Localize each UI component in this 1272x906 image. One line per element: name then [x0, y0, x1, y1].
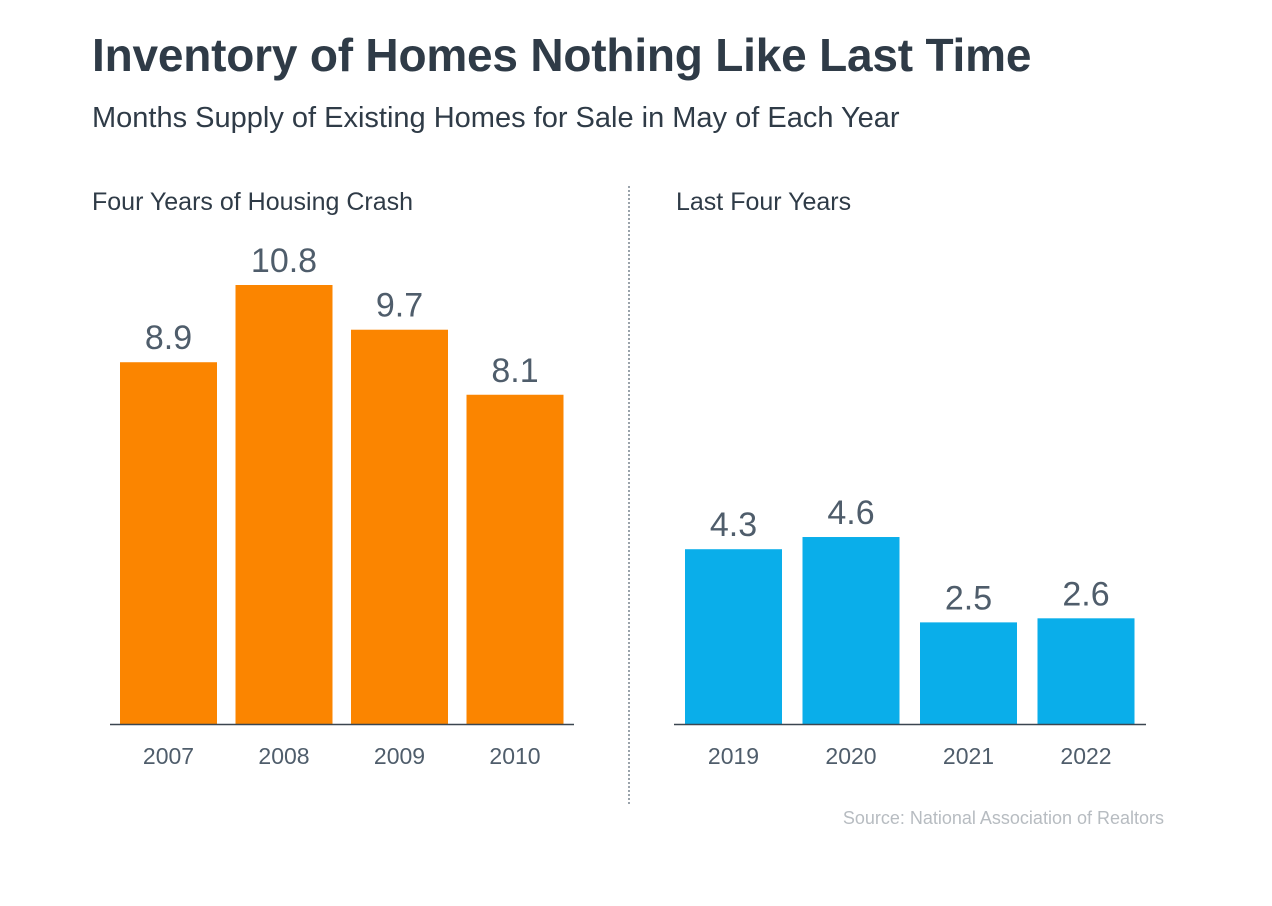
value-label-2020: 4.6	[827, 494, 874, 532]
value-label-2021: 2.5	[945, 579, 992, 617]
panel-divider	[628, 186, 630, 804]
bar-2008	[235, 285, 333, 724]
bar-2019	[685, 549, 782, 724]
bar-2021	[920, 622, 1017, 724]
bar-2010	[466, 394, 564, 724]
chart-title: Inventory of Homes Nothing Like Last Tim…	[92, 29, 1032, 81]
x-tick-label-2019: 2019	[708, 743, 759, 769]
value-label-2022: 2.6	[1062, 575, 1109, 613]
bar-2022	[1037, 618, 1135, 724]
x-tick-label-2020: 2020	[825, 743, 876, 769]
value-label-2008: 10.8	[251, 242, 317, 280]
value-label-2009: 9.7	[376, 287, 423, 325]
value-label-2010: 8.1	[491, 352, 538, 390]
x-tick-label-2008: 2008	[258, 743, 309, 769]
last-four-years-bar-chart: 4.3 2019 4.6 2020 2.5 2021 2.6 2022	[674, 494, 1146, 769]
panel-title-housing-crash: Four Years of Housing Crash	[92, 188, 414, 216]
value-label-2007: 8.9	[145, 319, 192, 357]
x-tick-label-2022: 2022	[1060, 743, 1111, 769]
source-note: Source: National Association of Realtors	[842, 808, 1164, 828]
chart-subtitle: Months Supply of Existing Homes for Sale…	[92, 102, 900, 134]
bar-2020	[802, 537, 900, 724]
housing-crash-bar-chart: 8.9 2007 10.8 2008 9.7 2009 8.1 2010	[110, 242, 574, 769]
value-label-2019: 4.3	[710, 506, 757, 544]
panel-title-last-four-years: Last Four Years	[676, 188, 852, 216]
x-tick-label-2007: 2007	[143, 743, 194, 769]
bar-2009	[351, 329, 448, 724]
x-tick-label-2010: 2010	[489, 743, 540, 769]
bar-2007	[120, 362, 217, 724]
x-tick-label-2009: 2009	[374, 743, 425, 769]
x-tick-label-2021: 2021	[943, 743, 994, 769]
